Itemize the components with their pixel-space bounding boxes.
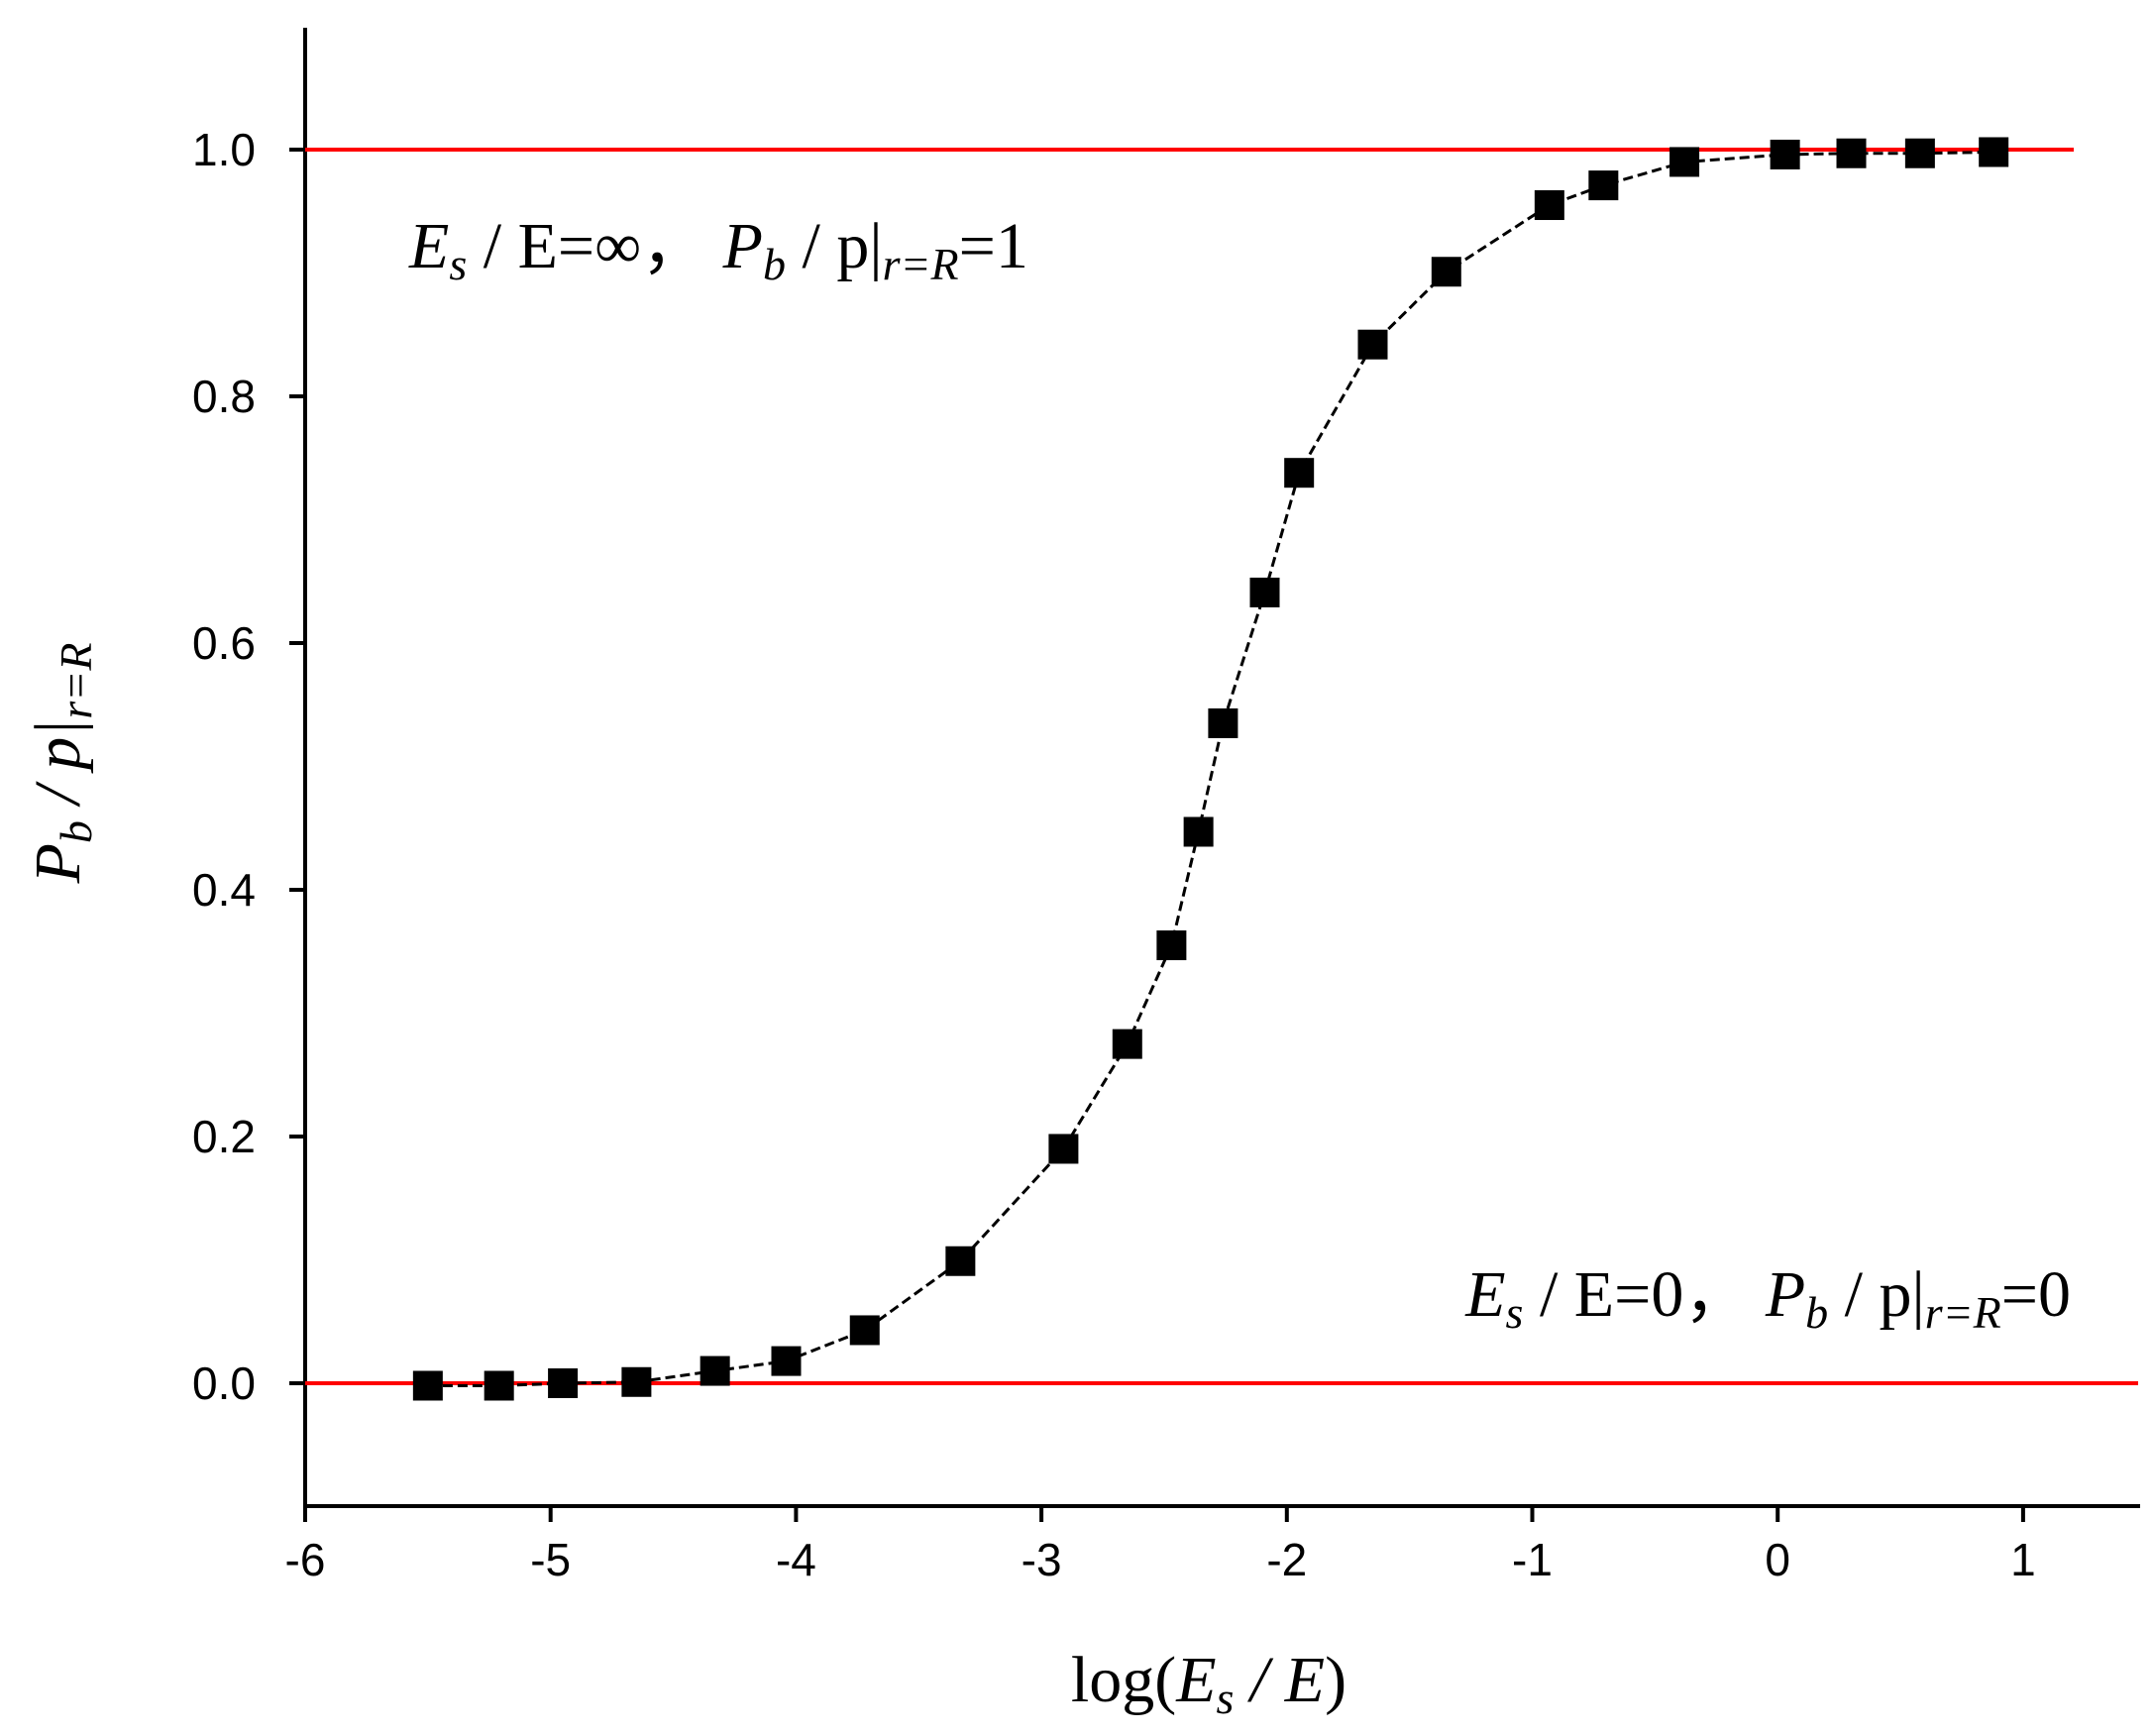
annotation-lower: Es / E=0， Pb / p|r=R=0 [1464, 1258, 2071, 1338]
data-point [548, 1368, 579, 1398]
data-point [700, 1356, 730, 1386]
data-point [1669, 147, 1700, 177]
data-series [412, 137, 2009, 1401]
y-tick-label: 0.6 [192, 617, 256, 669]
data-point [1048, 1134, 1079, 1164]
x-tick-label: -4 [776, 1534, 816, 1585]
y-tick-label: 0.0 [192, 1357, 256, 1409]
data-point [1249, 577, 1280, 607]
data-point [1534, 190, 1564, 221]
y-tick-label: 1.0 [192, 124, 256, 175]
reference-lines [305, 148, 2138, 1385]
x-tick-label: -3 [1022, 1534, 1062, 1585]
x-tick-label: 1 [2010, 1534, 2036, 1585]
x-tick-label: -5 [530, 1534, 571, 1585]
data-point [412, 1370, 443, 1401]
x-tick-label: 0 [1765, 1534, 1790, 1585]
axes [303, 28, 2140, 1508]
data-point [1284, 458, 1315, 488]
data-point [1208, 707, 1238, 738]
y-axis-title: Pb / p|r=R [22, 643, 101, 885]
y-tick-label: 0.2 [192, 1111, 256, 1162]
data-point [1183, 816, 1214, 847]
data-point [1979, 137, 2009, 167]
data-point [1836, 138, 1867, 168]
y-ticks: 0.0 0.2 0.4 0.6 0.8 1.0 [192, 124, 305, 1409]
y-tick-label: 0.8 [192, 371, 256, 422]
data-point [621, 1366, 652, 1397]
series-line [427, 151, 1994, 1387]
data-point [1904, 138, 1935, 168]
x-tick-label: -1 [1512, 1534, 1553, 1585]
data-point [945, 1246, 976, 1276]
data-point [484, 1370, 514, 1401]
data-point [1112, 1029, 1142, 1059]
data-point [1588, 170, 1619, 201]
y-tick-label: 0.4 [192, 864, 256, 916]
x-axis-title: log(Es / E) [1071, 1644, 1346, 1723]
data-point [1431, 257, 1461, 287]
data-point [1156, 930, 1187, 961]
data-point [1357, 329, 1388, 360]
annotation-upper: Es / E=∞， Pb / p|r=R=1 [408, 210, 1028, 289]
x-tick-label: -2 [1266, 1534, 1307, 1585]
data-point [771, 1346, 802, 1376]
data-point [1770, 139, 1800, 169]
x-ticks: -6 -5 -4 -3 -2 -1 0 1 [285, 1506, 2036, 1585]
data-point [849, 1315, 880, 1346]
x-tick-label: -6 [285, 1534, 326, 1585]
